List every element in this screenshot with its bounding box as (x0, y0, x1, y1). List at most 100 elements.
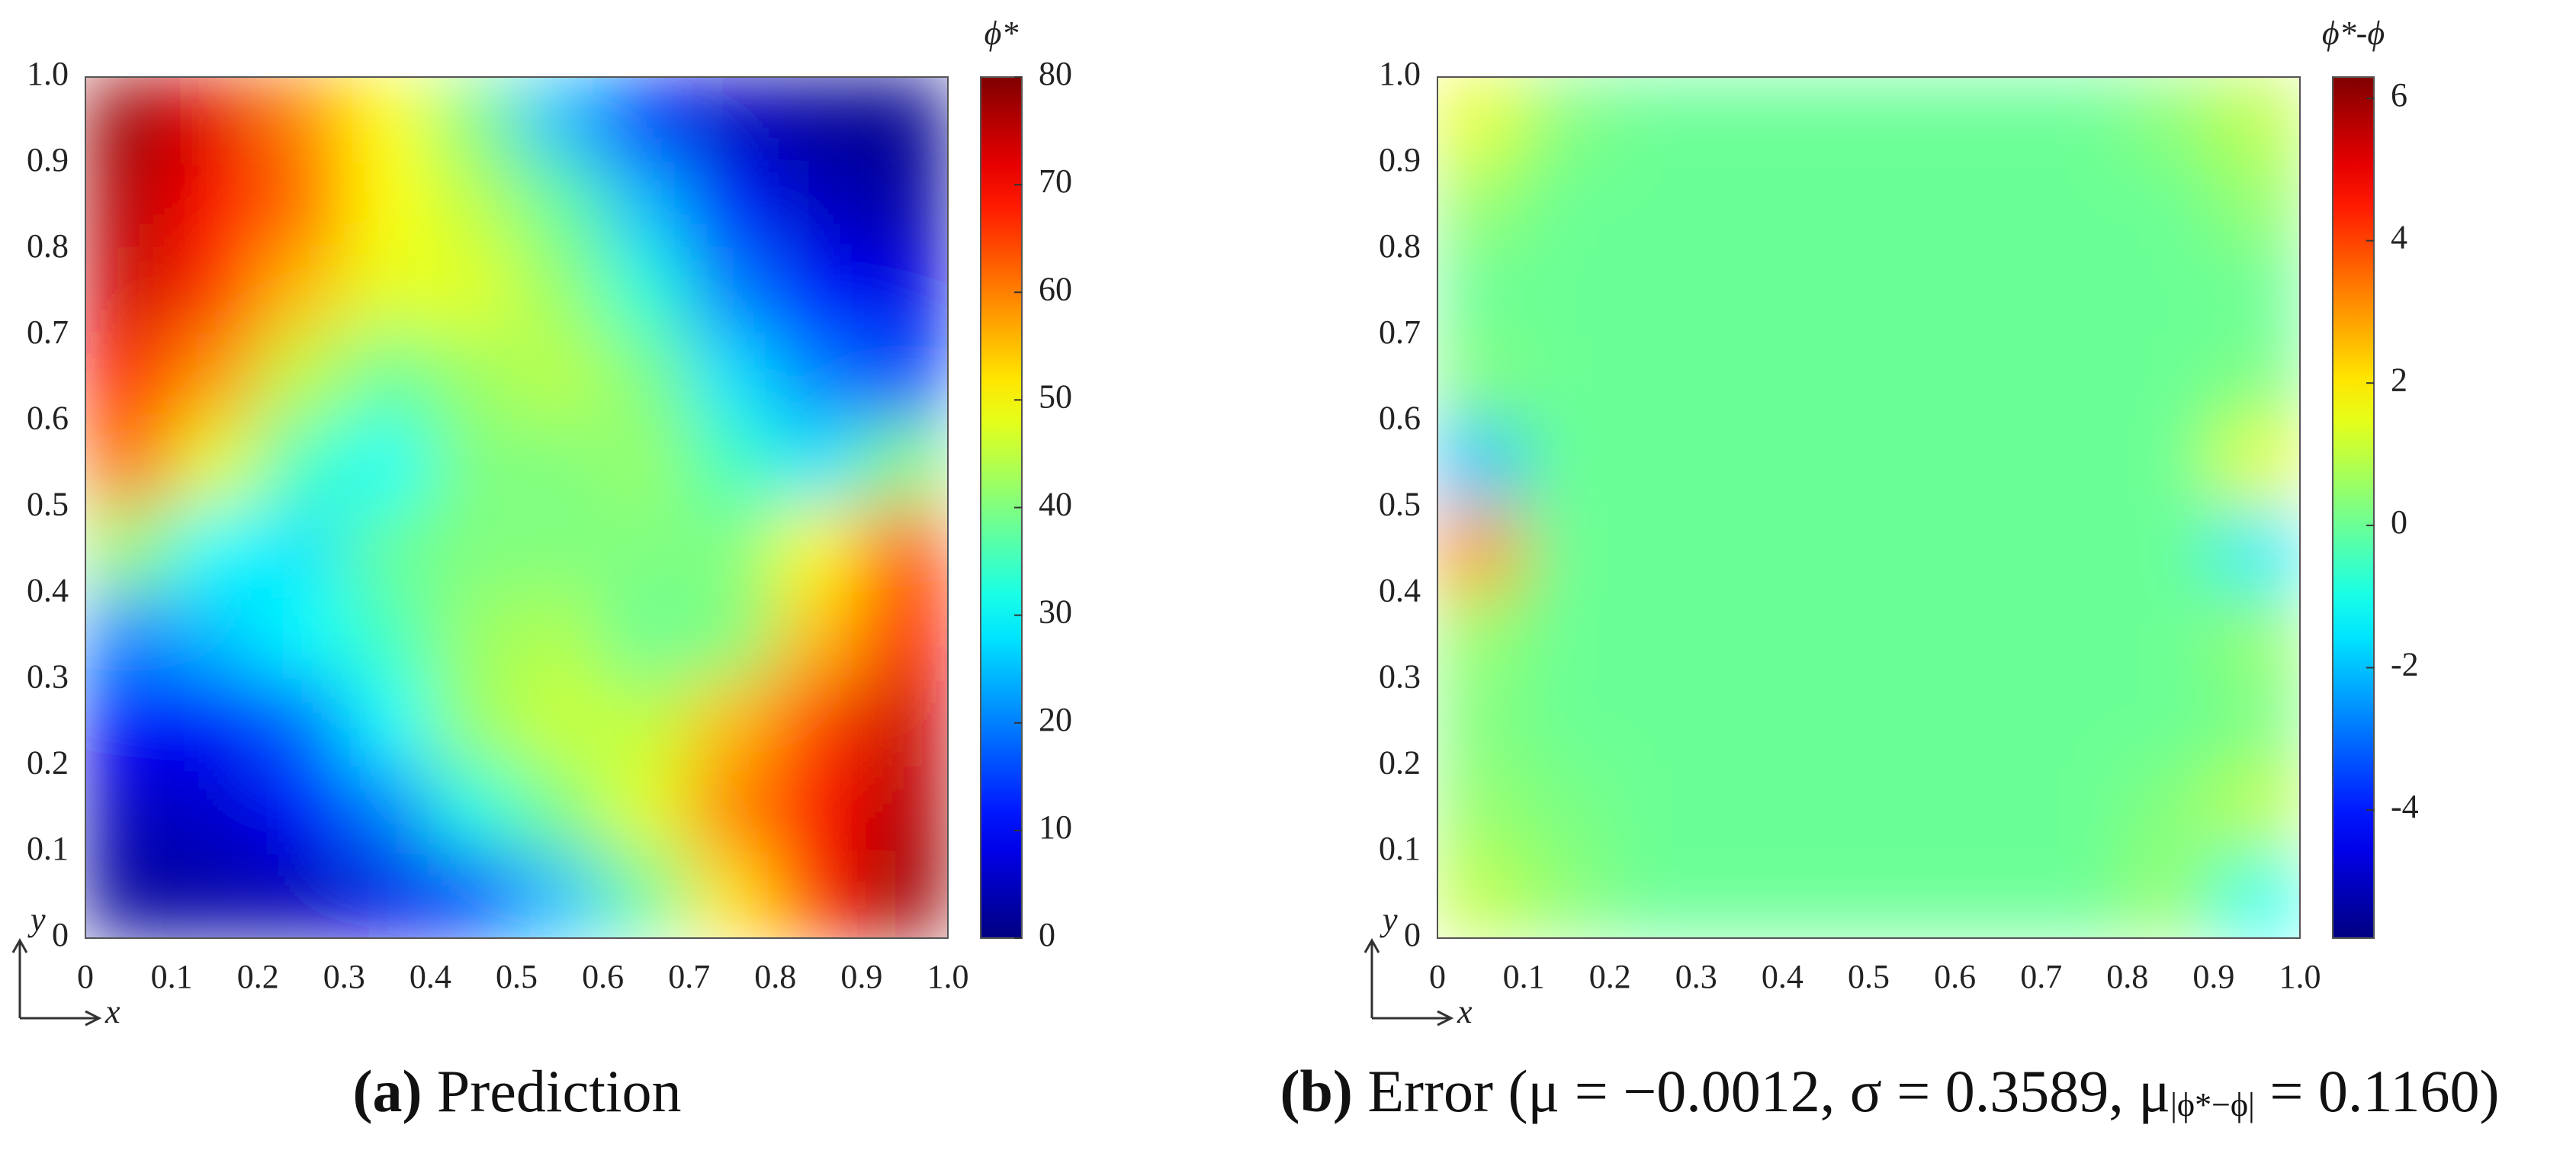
cell (602, 506, 690, 595)
caption-text: Error (μ = −0.0012, σ = 0.3589, μ (1367, 1058, 2170, 1124)
y-tick-label: 1.0 (1379, 55, 1421, 92)
x-tick-label: 0.3 (323, 958, 365, 995)
cell (1954, 77, 2042, 164)
cell (1868, 334, 1956, 423)
x-tick-label: 0.6 (1934, 958, 1976, 995)
cell (860, 334, 948, 423)
cell (1609, 334, 1698, 423)
cell (1437, 248, 1525, 336)
cell (774, 593, 862, 681)
cell (688, 77, 776, 164)
cell (257, 679, 345, 767)
cell (343, 162, 432, 250)
cell (1523, 77, 1611, 164)
colorbar-tick-label: 0 (1039, 916, 1055, 953)
cell (602, 679, 690, 767)
cell (774, 420, 862, 509)
cell (1781, 334, 1870, 423)
cell (429, 420, 518, 509)
cell (2212, 248, 2300, 336)
cell (602, 420, 690, 509)
x-tick-label: 0.7 (2020, 958, 2062, 995)
heatmap (85, 77, 948, 938)
cell (85, 679, 173, 767)
cell (1523, 162, 1611, 250)
cell (516, 679, 604, 767)
cell (1609, 77, 1698, 164)
cell (1954, 334, 2042, 423)
y-tick-label: 0 (52, 916, 69, 953)
heatmap-cells (1437, 77, 2300, 938)
cell (774, 506, 862, 595)
cell (1695, 765, 1784, 853)
cell (1523, 765, 1611, 853)
cell (257, 248, 345, 336)
cell (1523, 248, 1611, 336)
caption-subscript: |ϕ*−ϕ| (2170, 1086, 2255, 1123)
cell (1523, 506, 1611, 595)
cell (2212, 506, 2300, 595)
cell (688, 334, 776, 423)
cell (2126, 248, 2215, 336)
x-tick-label: 0.5 (1848, 958, 1890, 995)
cell (343, 77, 432, 164)
cell (1523, 679, 1611, 767)
cell (429, 679, 518, 767)
cell (171, 851, 259, 938)
cell (171, 420, 259, 509)
cell (1781, 679, 1870, 767)
caption: (b) Error (μ = −0.0012, σ = 0.3589, μ|ϕ*… (1280, 1058, 2500, 1124)
cell (516, 248, 604, 336)
cell (343, 593, 432, 681)
cell (171, 679, 259, 767)
cell (85, 248, 173, 336)
colorbar-tick-label: 2 (2391, 361, 2407, 398)
colorbar-tick-label: 40 (1039, 486, 1072, 523)
colorbar-tick-label: -2 (2391, 646, 2419, 683)
cell (343, 420, 432, 509)
heatmap (1437, 77, 2300, 938)
cell (1695, 77, 1784, 164)
cell (1437, 506, 1525, 595)
cell (257, 765, 345, 853)
cell (343, 334, 432, 423)
colorbar-tick-label: 0 (2391, 503, 2407, 541)
cell (429, 765, 518, 853)
cell (2126, 851, 2215, 938)
cell (1954, 765, 2042, 853)
y-tick-label: 0.8 (27, 227, 69, 265)
cell (774, 851, 862, 938)
colorbar-tick-label: 70 (1039, 162, 1072, 200)
y-tick-label: 0.7 (27, 313, 69, 351)
y-axis-label: y (1380, 901, 1398, 938)
y-tick-label: 0.2 (1379, 744, 1421, 781)
caption-text: Prediction (437, 1058, 682, 1124)
cell (860, 248, 948, 336)
cell (860, 162, 948, 250)
cell (688, 593, 776, 681)
y-axis-label: y (27, 901, 46, 938)
cell (774, 77, 862, 164)
cell (516, 593, 604, 681)
cell (2040, 77, 2128, 164)
cell (171, 334, 259, 423)
caption-label: (b) (1280, 1058, 1353, 1124)
cell (429, 248, 518, 336)
caption-label: (a) (352, 1058, 422, 1124)
cell (2040, 162, 2128, 250)
y-tick-label: 0 (1404, 916, 1421, 953)
cell (171, 248, 259, 336)
cell (602, 248, 690, 336)
x-tick-label: 0.4 (1762, 958, 1804, 995)
cell (1868, 765, 1956, 853)
plot-border (1437, 76, 2301, 939)
cell (343, 851, 432, 938)
cell (860, 593, 948, 681)
cell (860, 851, 948, 938)
cell (516, 162, 604, 250)
cell (2126, 334, 2215, 423)
caption-space (1353, 1058, 1368, 1124)
cell (602, 851, 690, 938)
cell (688, 162, 776, 250)
cell (1868, 593, 1956, 681)
